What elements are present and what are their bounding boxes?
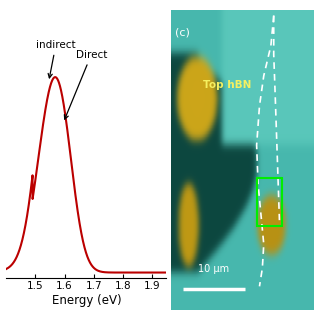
Text: (c): (c) — [175, 28, 190, 38]
Text: Direct: Direct — [64, 50, 107, 119]
Text: Top hBN: Top hBN — [203, 80, 251, 90]
Bar — [257, 178, 282, 226]
Text: 10 μm: 10 μm — [198, 264, 229, 274]
Text: indirect: indirect — [36, 40, 76, 78]
X-axis label: Energy (eV): Energy (eV) — [52, 294, 121, 307]
